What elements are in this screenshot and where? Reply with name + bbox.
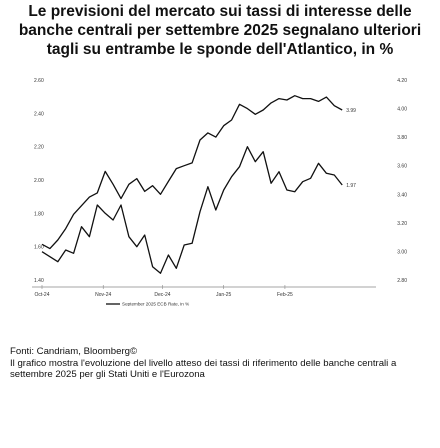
left-tick-label: 1.40 xyxy=(34,278,44,284)
right-tick-label: 3.40 xyxy=(397,192,407,198)
x-tick-label: Dec-24 xyxy=(154,292,170,298)
footer: Fonti: Candriam, Bloomberg© Il grafico m… xyxy=(10,346,434,380)
left-tick-label: 1.60 xyxy=(34,245,44,251)
left-tick-label: 2.00 xyxy=(34,178,44,184)
ecb-end-label: 1.97 xyxy=(346,183,356,189)
legend: September 2025 ECB Rate, in %September 2… xyxy=(106,302,189,306)
ecb-rate-line xyxy=(41,146,343,274)
rates-chart: 2.60 2.40 2.20 2.00 1.80 1.60 1.40 4.20 4.00 3.8… xyxy=(32,78,407,306)
end-labels: 1.97 3.99 xyxy=(346,108,356,189)
left-tick-label: 2.20 xyxy=(34,145,44,151)
x-tick-label: Jan-25 xyxy=(216,292,232,298)
series-layer xyxy=(41,95,343,274)
right-tick-label: 4.20 xyxy=(397,78,407,84)
x-axis: Oct-24 Nov-24 Dec-24 Jan-25 Feb-25 xyxy=(34,285,293,298)
x-tick-label: Nov-24 xyxy=(95,292,111,298)
legend-label: September 2025 ECB Rate, in % xyxy=(122,302,189,306)
fed-funds-line xyxy=(41,95,343,250)
right-tick-label: 3.20 xyxy=(397,221,407,227)
chart-description: Il grafico mostra l'evoluzione del livel… xyxy=(10,358,397,380)
fed-end-label: 3.99 xyxy=(346,108,356,114)
x-tick-label: Feb-25 xyxy=(277,292,293,298)
right-tick-label: 4.00 xyxy=(397,107,407,113)
left-tick-label: 2.60 xyxy=(34,78,44,84)
right-axis: 4.20 4.00 3.80 3.60 3.40 3.20 3.00 2.80 xyxy=(397,78,407,284)
left-tick-label: 1.80 xyxy=(34,211,44,217)
x-tick-label: Oct-24 xyxy=(34,292,49,298)
right-tick-label: 3.00 xyxy=(397,249,407,255)
source-note: Fonti: Candriam, Bloomberg© xyxy=(10,346,138,357)
chart-title: Le previsioni del mercato sui tassi di i… xyxy=(18,3,422,58)
right-tick-label: 3.60 xyxy=(397,164,407,170)
left-axis: 2.60 2.40 2.20 2.00 1.80 1.60 1.40 xyxy=(34,78,44,284)
right-tick-label: 3.80 xyxy=(397,135,407,141)
left-tick-label: 2.40 xyxy=(34,111,44,117)
right-tick-label: 2.80 xyxy=(397,278,407,284)
